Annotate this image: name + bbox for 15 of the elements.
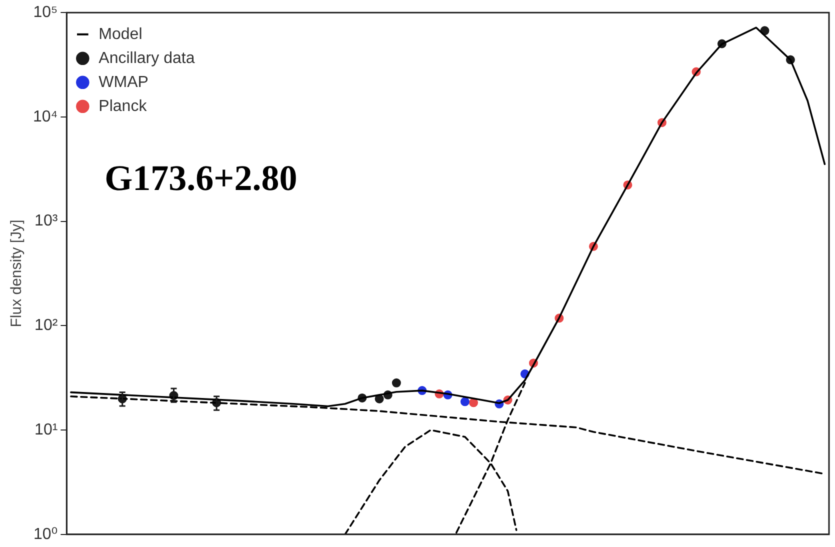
y-axis-title: Flux density [Jy]: [8, 220, 26, 328]
annotation: G173.6+2.80: [104, 158, 298, 198]
point: [392, 378, 401, 388]
legend-label: Ancillary data: [98, 50, 195, 67]
y-tick-label: 10⁰: [33, 526, 58, 543]
legend-label: Model: [98, 26, 142, 43]
y-tick-label: 10⁵: [33, 4, 58, 22]
point: [469, 398, 478, 408]
legend-label: WMAP: [98, 74, 148, 91]
y-tick-label: 10⁴: [33, 108, 58, 126]
y-tick-label: 10¹: [34, 421, 58, 438]
y-tick-label: 10³: [34, 212, 58, 230]
legend-label: Planck: [98, 98, 148, 115]
y-tick-label: 10²: [34, 317, 58, 334]
point: [460, 397, 470, 406]
